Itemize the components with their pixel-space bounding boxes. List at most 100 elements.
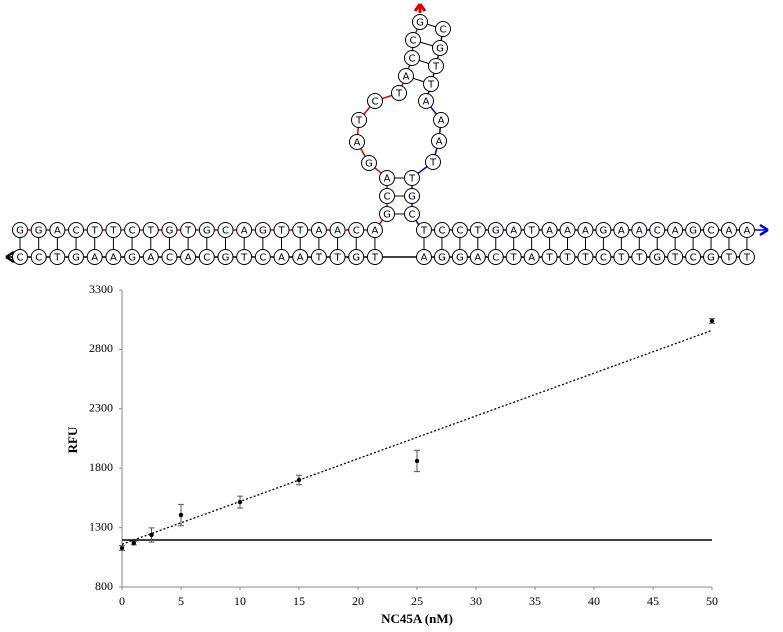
- nucleotide-label: A: [564, 226, 571, 237]
- dna-diagram: G G A C T T C T G T G C A G T T A A C AC C T G A A G A C A C G T C A A T T G T…: [5, 3, 769, 265]
- nucleotide: [198, 222, 215, 238]
- nucleotide: [86, 249, 103, 265]
- nucleotide: [404, 206, 420, 222]
- y-tick-label: 800: [95, 579, 113, 593]
- nucleotide-label: T: [371, 253, 379, 264]
- nucleotide: [142, 249, 159, 265]
- nucleotide-label: A: [636, 226, 643, 237]
- nucleotide: [161, 249, 178, 265]
- nucleotide-label: T: [420, 226, 428, 237]
- nucleotide-label: G: [16, 226, 24, 237]
- nucleotide-label: G: [259, 226, 267, 237]
- nucleotide-label: T: [510, 253, 518, 264]
- nucleotide-label: A: [438, 116, 445, 127]
- nucleotide: [273, 249, 290, 265]
- nucleotide: [379, 170, 395, 186]
- nucleotide-label: T: [296, 226, 304, 237]
- nucleotide: [487, 249, 504, 265]
- nucleotide-label: T: [671, 253, 679, 264]
- x-axis-title: NC45A (nM): [381, 611, 453, 626]
- nucleotide: [423, 76, 439, 92]
- nucleotide: [559, 222, 576, 238]
- nucleotide-label: T: [429, 158, 437, 169]
- nucleotide: [738, 249, 755, 265]
- x-tick-label: 15: [293, 594, 305, 608]
- x-tick-label: 20: [352, 594, 364, 608]
- nucleotide-label: G: [653, 253, 661, 264]
- nucleotide-label: A: [384, 174, 391, 185]
- nucleotide: [541, 249, 558, 265]
- nucleotide: [433, 222, 450, 238]
- nucleotide: [329, 249, 346, 265]
- nucleotide-label: C: [456, 226, 463, 237]
- y-tick-label: 1300: [89, 519, 113, 533]
- nucleotide-label: T: [635, 253, 643, 264]
- data-point: [119, 545, 125, 551]
- nucleotide-label: T: [334, 253, 342, 264]
- x-tick-label: 45: [647, 594, 659, 608]
- nucleotide-label: A: [371, 226, 378, 237]
- nucleotide: [667, 249, 684, 265]
- nucleotide-label: A: [54, 226, 61, 237]
- nucleotide: [738, 222, 755, 238]
- nucleotide-label: A: [354, 138, 361, 149]
- nucleotide-label: T: [743, 253, 751, 264]
- y-tick-label: 3300: [89, 282, 113, 296]
- data-point: [149, 532, 154, 538]
- nucleotide-label: A: [618, 226, 625, 237]
- nucleotide-label: A: [315, 226, 322, 237]
- nucleotide: [685, 222, 702, 238]
- data-point: [709, 318, 715, 324]
- nucleotide: [124, 222, 141, 238]
- nucleotide: [105, 249, 122, 265]
- nucleotide: [329, 222, 346, 238]
- nucleotide: [559, 249, 576, 265]
- nucleotide-label: T: [184, 226, 192, 237]
- nucleotide: [86, 222, 103, 238]
- nucleotide-label: A: [110, 253, 117, 264]
- nucleotide: [349, 134, 365, 150]
- nucleotide-label: G: [35, 226, 43, 237]
- nucleotide-label: A: [726, 226, 733, 237]
- nucleotide-label: T: [109, 226, 117, 237]
- nucleotide-label: G: [492, 226, 500, 237]
- nucleotide-label: C: [73, 226, 80, 237]
- nucleotide-label: A: [474, 253, 481, 264]
- nucleotide-label: G: [222, 253, 230, 264]
- nucleotide-label: A: [510, 226, 517, 237]
- nucleotide: [217, 222, 234, 238]
- x-tick-label: 10: [234, 594, 246, 608]
- nucleotide: [487, 222, 504, 238]
- nucleotide: [631, 249, 648, 265]
- nucleotide-label: T: [147, 226, 155, 237]
- nucleotide-label: C: [492, 253, 499, 264]
- y-axis-title: RFU: [65, 426, 80, 453]
- nucleotide-label: A: [672, 226, 679, 237]
- nucleotide-label: T: [528, 226, 536, 237]
- nucleotide: [433, 249, 450, 265]
- nucleotide: [68, 222, 85, 238]
- nucleotide: [292, 249, 309, 265]
- nucleotide-label: G: [408, 192, 416, 203]
- nucleotide-label: C: [440, 25, 447, 36]
- nucleotide-label: C: [384, 192, 391, 203]
- nucleotide-label: G: [128, 253, 136, 264]
- nucleotide-label: C: [203, 253, 210, 264]
- nucleotide-label: C: [438, 226, 445, 237]
- nucleotide: [198, 249, 215, 265]
- nucleotide: [236, 222, 253, 238]
- nucleotide-label: G: [456, 253, 464, 264]
- nucleotide-label: C: [17, 253, 24, 264]
- data-point: [414, 458, 420, 464]
- nucleotide: [30, 249, 47, 265]
- nucleotide-label: T: [240, 253, 248, 264]
- nucleotide: [348, 249, 365, 265]
- nucleotide-label: G: [72, 253, 80, 264]
- nucleotide-label: G: [600, 226, 608, 237]
- nucleotide-label: T: [315, 253, 323, 264]
- nucleotide: [631, 222, 648, 238]
- nucleotide: [649, 222, 666, 238]
- nucleotide-label: C: [410, 36, 417, 47]
- nucleotide: [703, 249, 720, 265]
- nucleotide-label: A: [421, 253, 428, 264]
